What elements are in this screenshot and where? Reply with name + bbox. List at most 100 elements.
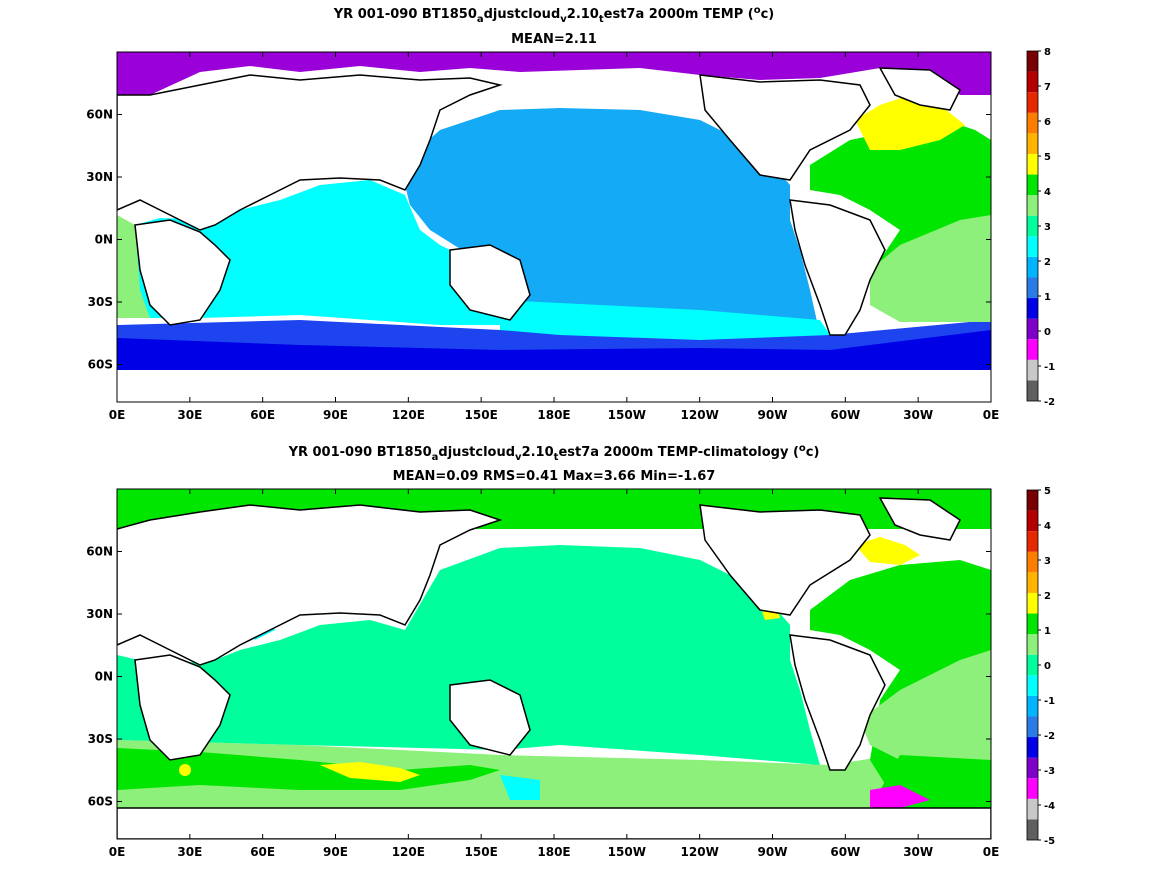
chart1-colorbar-swatch (1027, 153, 1038, 175)
chart2-xtick-label: 90W (758, 845, 788, 859)
chart1-xtick-label: 90E (323, 408, 348, 422)
chart2-title-part: t (554, 452, 559, 463)
chart2-colorbar-swatch (1027, 654, 1038, 676)
chart2-colorbar-label: 4 (1044, 521, 1051, 532)
chart1-title-part: v (560, 14, 567, 25)
chart2-colorbar-label: 3 (1044, 556, 1051, 567)
chart2-region-labrador (855, 537, 920, 565)
chart2-ytick-label: 0N (95, 670, 113, 684)
chart2-xtick-label: 180E (537, 845, 570, 859)
chart1-colorbar-swatch (1027, 318, 1038, 340)
chart1-ytick-label: 0N (95, 233, 113, 247)
chart2-colorbar-swatch (1027, 819, 1038, 840)
chart1-colorbar-swatch (1027, 256, 1038, 278)
chart2-colorbar-swatch (1027, 675, 1038, 696)
chart2-xtick-label: 150W (608, 845, 646, 859)
chart2-region-pacific (117, 545, 820, 765)
chart2-colorbar-label: 2 (1044, 591, 1051, 602)
chart2-title-part: YR 001-090 BT1850 (288, 445, 432, 460)
chart1-map (117, 52, 991, 402)
chart1-xtick-label: 30W (903, 408, 933, 422)
chart1-colorbar-swatch (1027, 112, 1038, 134)
chart2-colorbar-swatch (1027, 737, 1038, 758)
chart2-ytick-label: 60S (88, 795, 113, 809)
chart2-colorbar: -5 -4 -3 -2 -1 0 1 2 3 4 5 (1026, 486, 1055, 847)
chart2-xtick-label: 150E (465, 845, 498, 859)
chart2-xtick-label: 60E (250, 845, 275, 859)
chart1-colorbar-label: 7 (1044, 82, 1051, 93)
chart1-colorbar-label: 1 (1044, 292, 1051, 303)
chart2-map (117, 489, 991, 839)
chart1-title-part: t (599, 14, 604, 25)
chart1-title-part: est7a 2000m TEMP ( (604, 7, 754, 22)
chart1-colorbar-label: -1 (1044, 362, 1055, 373)
chart2-xtick-label: 30W (903, 845, 933, 859)
chart2-colorbar-label: -3 (1044, 766, 1055, 777)
chart1-ytick-label: 30N (86, 170, 113, 184)
chart2-title-part: djustcloud (438, 445, 515, 460)
chart1-xtick-label: 120W (681, 408, 719, 422)
chart1-region-arctic (117, 52, 991, 95)
chart1-xtick-label: 180E (537, 408, 570, 422)
chart2-colorbar-label: -1 (1044, 696, 1055, 707)
chart1-ytick-label: 30S (88, 295, 113, 309)
chart1-colorbar-swatch (1027, 236, 1038, 257)
chart1-colorbar-swatch (1027, 195, 1038, 216)
chart2-ytick-label: 30N (86, 607, 113, 621)
chart1-xtick-label: 90W (758, 408, 788, 422)
chart2-colorbar-swatch (1027, 613, 1038, 635)
chart2-title-part: 2.10 (522, 445, 554, 460)
chart1-title-part: djustcloud (484, 7, 561, 22)
chart2-ytick-label: 60N (86, 545, 113, 559)
chart1-colorbar-swatch (1027, 92, 1038, 113)
chart2-colorbar-swatch (1027, 572, 1038, 593)
chart2-xtick-label: 60W (830, 845, 860, 859)
chart1-colorbar-swatch (1027, 71, 1038, 93)
chart1-xtick-label: 120E (392, 408, 425, 422)
chart2-colorbar-label: -5 (1044, 836, 1055, 847)
chart1-xtick-label: 60W (830, 408, 860, 422)
chart1-colorbar-swatch (1027, 298, 1038, 319)
chart1-title-part: a (477, 14, 484, 25)
chart2-title-part: v (515, 452, 522, 463)
chart2-colorbar-swatch (1027, 757, 1038, 779)
chart2-colorbar-swatch (1027, 716, 1038, 738)
chart2-xtick-label: 120W (681, 845, 719, 859)
chart1-region-labrador (855, 95, 965, 150)
chart1-colorbar-label: -2 (1044, 397, 1055, 408)
chart1-title-part: 2.10 (567, 7, 599, 22)
chart2-colorbar-label: -4 (1044, 801, 1055, 812)
chart2-region-southern (117, 740, 991, 808)
chart1-colorbar-swatch (1027, 380, 1038, 401)
chart2-colorbar-label: 5 (1044, 486, 1051, 497)
chart2-colorbar-swatch (1027, 695, 1038, 717)
chart2-xtick-label: 30E (177, 845, 202, 859)
chart2-title-part: est7a 2000m TEMP-climatology ( (558, 445, 798, 460)
chart2-colorbar-swatch (1027, 634, 1038, 655)
chart1-colorbar-swatch (1027, 277, 1038, 299)
chart1-colorbar-swatch (1027, 359, 1038, 381)
chart2-colorbar-label: 0 (1044, 661, 1051, 672)
chart1-colorbar-swatch (1027, 133, 1038, 154)
chart2-colorbar-swatch (1027, 778, 1038, 799)
chart1-colorbar-label: 8 (1044, 47, 1051, 58)
chart1-xtick-label: 150E (465, 408, 498, 422)
chart2-xtick-label: 0E (109, 845, 126, 859)
chart2-continents (117, 497, 991, 839)
chart2-colorbar-swatch (1027, 551, 1038, 573)
chart1-colorbar-label: 3 (1044, 222, 1051, 233)
chart1-axes: 0E 30E 60E 90E 120E 150E 180E 150W 120W 90W 60W 30W… (86, 52, 999, 422)
chart1-xtick-label: 150W (608, 408, 646, 422)
chart2-colorbar-swatch (1027, 798, 1038, 820)
chart2-colorbar-swatch (1027, 510, 1038, 532)
chart1-colorbar-label: 5 (1044, 152, 1051, 163)
chart1-colorbar-swatch (1027, 174, 1038, 196)
chart1-title-part: o (754, 5, 761, 16)
chart2-title-part: a (432, 452, 439, 463)
chart2-xtick-label: 90E (323, 845, 348, 859)
chart1-continents (117, 67, 961, 336)
chart2-colorbar-label: 1 (1044, 626, 1051, 637)
chart1-xtick-label: 0E (983, 408, 1000, 422)
chart1-xtick-label: 60E (250, 408, 275, 422)
